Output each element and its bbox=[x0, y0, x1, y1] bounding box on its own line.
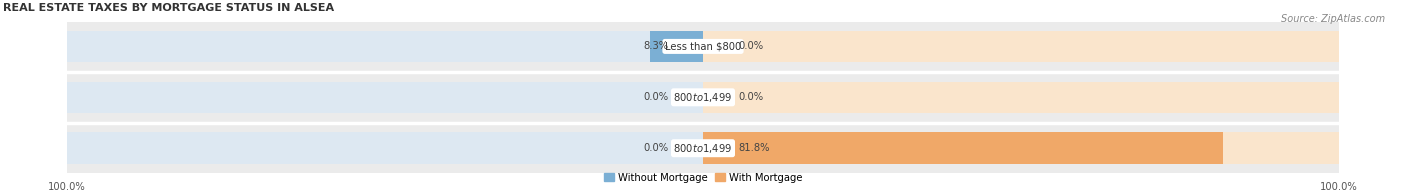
Text: $800 to $1,499: $800 to $1,499 bbox=[673, 142, 733, 155]
Text: Source: ZipAtlas.com: Source: ZipAtlas.com bbox=[1281, 14, 1385, 24]
Text: 0.0%: 0.0% bbox=[738, 92, 763, 102]
Text: 0.0%: 0.0% bbox=[643, 143, 668, 153]
Bar bbox=[703, 132, 1223, 164]
Text: 81.8%: 81.8% bbox=[738, 143, 769, 153]
Bar bbox=[67, 124, 1339, 173]
Bar bbox=[703, 82, 1339, 113]
Bar bbox=[67, 73, 1339, 122]
Bar bbox=[67, 132, 703, 164]
Legend: Without Mortgage, With Mortgage: Without Mortgage, With Mortgage bbox=[600, 168, 806, 187]
Text: 0.0%: 0.0% bbox=[643, 92, 668, 102]
Bar bbox=[703, 132, 1339, 164]
Bar bbox=[67, 22, 1339, 71]
Text: Less than $800: Less than $800 bbox=[665, 41, 741, 51]
Text: $800 to $1,499: $800 to $1,499 bbox=[673, 91, 733, 104]
Bar bbox=[650, 31, 703, 62]
Bar bbox=[67, 82, 703, 113]
Text: 8.3%: 8.3% bbox=[643, 41, 668, 51]
Text: REAL ESTATE TAXES BY MORTGAGE STATUS IN ALSEA: REAL ESTATE TAXES BY MORTGAGE STATUS IN … bbox=[3, 4, 335, 13]
Bar bbox=[703, 31, 1339, 62]
Text: 0.0%: 0.0% bbox=[738, 41, 763, 51]
Bar bbox=[67, 31, 703, 62]
